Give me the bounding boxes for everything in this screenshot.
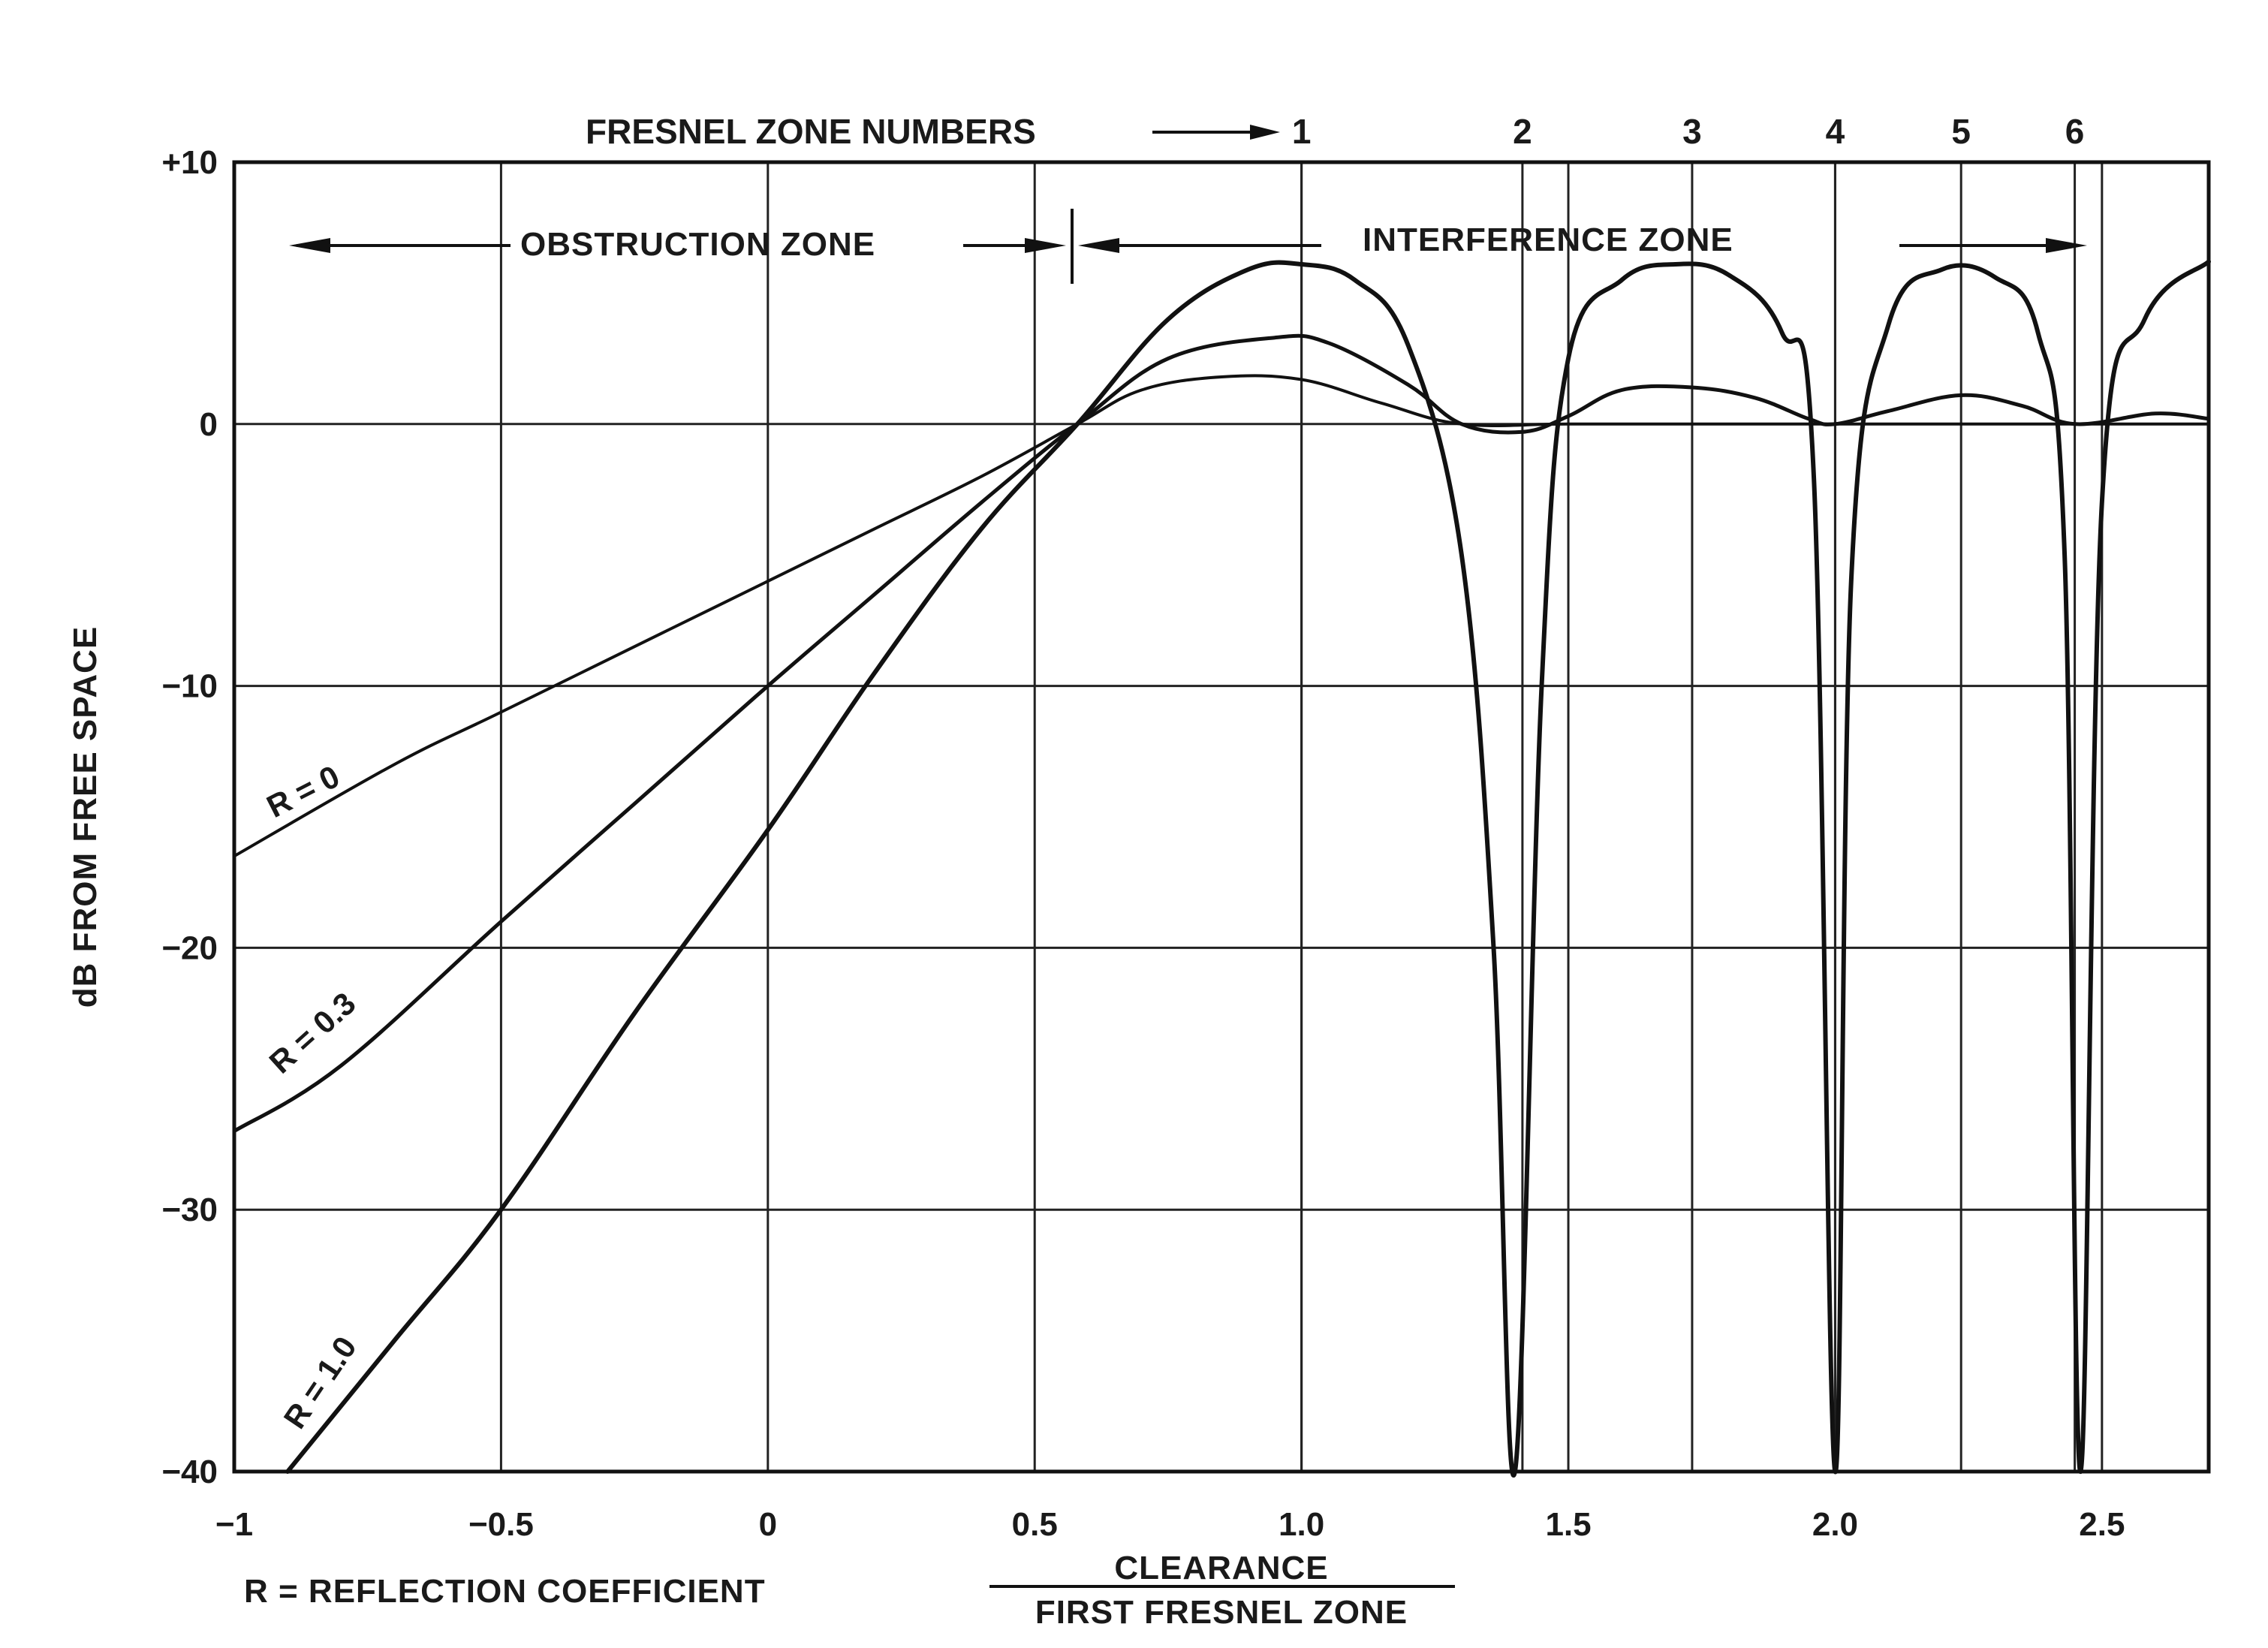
x-tick-labels: −1 −0.5 0 0.5 1.0 1.5 2.0 2.5 bbox=[215, 1506, 2125, 1543]
obstruction-zone-label: OBSTRUCTION ZONE bbox=[520, 226, 875, 263]
x-tick-label-1: −0.5 bbox=[468, 1506, 534, 1543]
series-layer bbox=[232, 259, 2211, 1478]
y-tick-labels: +10 0 −10 −20 −30 −40 bbox=[161, 144, 218, 1490]
x-axis-label-denominator: FIRST FRESNEL ZONE bbox=[1035, 1594, 1408, 1631]
series-line-1 bbox=[232, 333, 2211, 1134]
fresnel-zone-number-6: 6 bbox=[2065, 112, 2085, 151]
fresnel-zone-number-3: 3 bbox=[1682, 112, 1702, 151]
x-tick-label-2: 0 bbox=[759, 1506, 777, 1543]
fresnel-zone-number-4: 4 bbox=[1826, 112, 1845, 151]
y-axis-label: dB FROM FREE SPACE bbox=[67, 626, 104, 1008]
y-tick-label-1: 0 bbox=[200, 406, 218, 443]
x-tick-label-4: 1.0 bbox=[1279, 1506, 1324, 1543]
fresnel-zone-number-1: 1 bbox=[1292, 112, 1312, 151]
y-tick-label-3: −20 bbox=[161, 929, 218, 966]
legend-note: R = REFLECTION COEFFICIENT bbox=[244, 1573, 766, 1610]
obstruction-zone-annotation: OBSTRUCTION ZONE bbox=[289, 226, 1066, 263]
y-tick-label-2: −10 bbox=[161, 668, 218, 705]
y-tick-label-0: +10 bbox=[161, 144, 218, 181]
x-axis-label-numerator: CLEARANCE bbox=[1114, 1550, 1328, 1586]
x-tick-label-5: 1.5 bbox=[1545, 1506, 1591, 1543]
plot-frame bbox=[232, 160, 2211, 1474]
fresnel-title-arrow bbox=[1152, 125, 1280, 140]
y-tick-label-5: −40 bbox=[161, 1454, 218, 1490]
y-tick-label-4: −30 bbox=[161, 1192, 218, 1228]
x-tick-label-7: 2.5 bbox=[2079, 1506, 2125, 1543]
fresnel-zone-numbers: 1 2 3 4 5 6 bbox=[1292, 112, 2085, 151]
x-tick-label-3: 0.5 bbox=[1012, 1506, 1058, 1543]
fresnel-zone-title: FRESNEL ZONE NUMBERS bbox=[586, 112, 1036, 151]
x-tick-label-0: −1 bbox=[215, 1506, 253, 1543]
interference-zone-label: INTERFERENCE ZONE bbox=[1363, 221, 1733, 258]
series-line-2 bbox=[285, 259, 2211, 1478]
interference-zone-annotation: INTERFERENCE ZONE bbox=[1078, 221, 2087, 258]
fresnel-zone-number-5: 5 bbox=[1951, 112, 1971, 151]
x-tick-label-6: 2.0 bbox=[1812, 1506, 1858, 1543]
fresnel-zone-number-2: 2 bbox=[1513, 112, 1532, 151]
